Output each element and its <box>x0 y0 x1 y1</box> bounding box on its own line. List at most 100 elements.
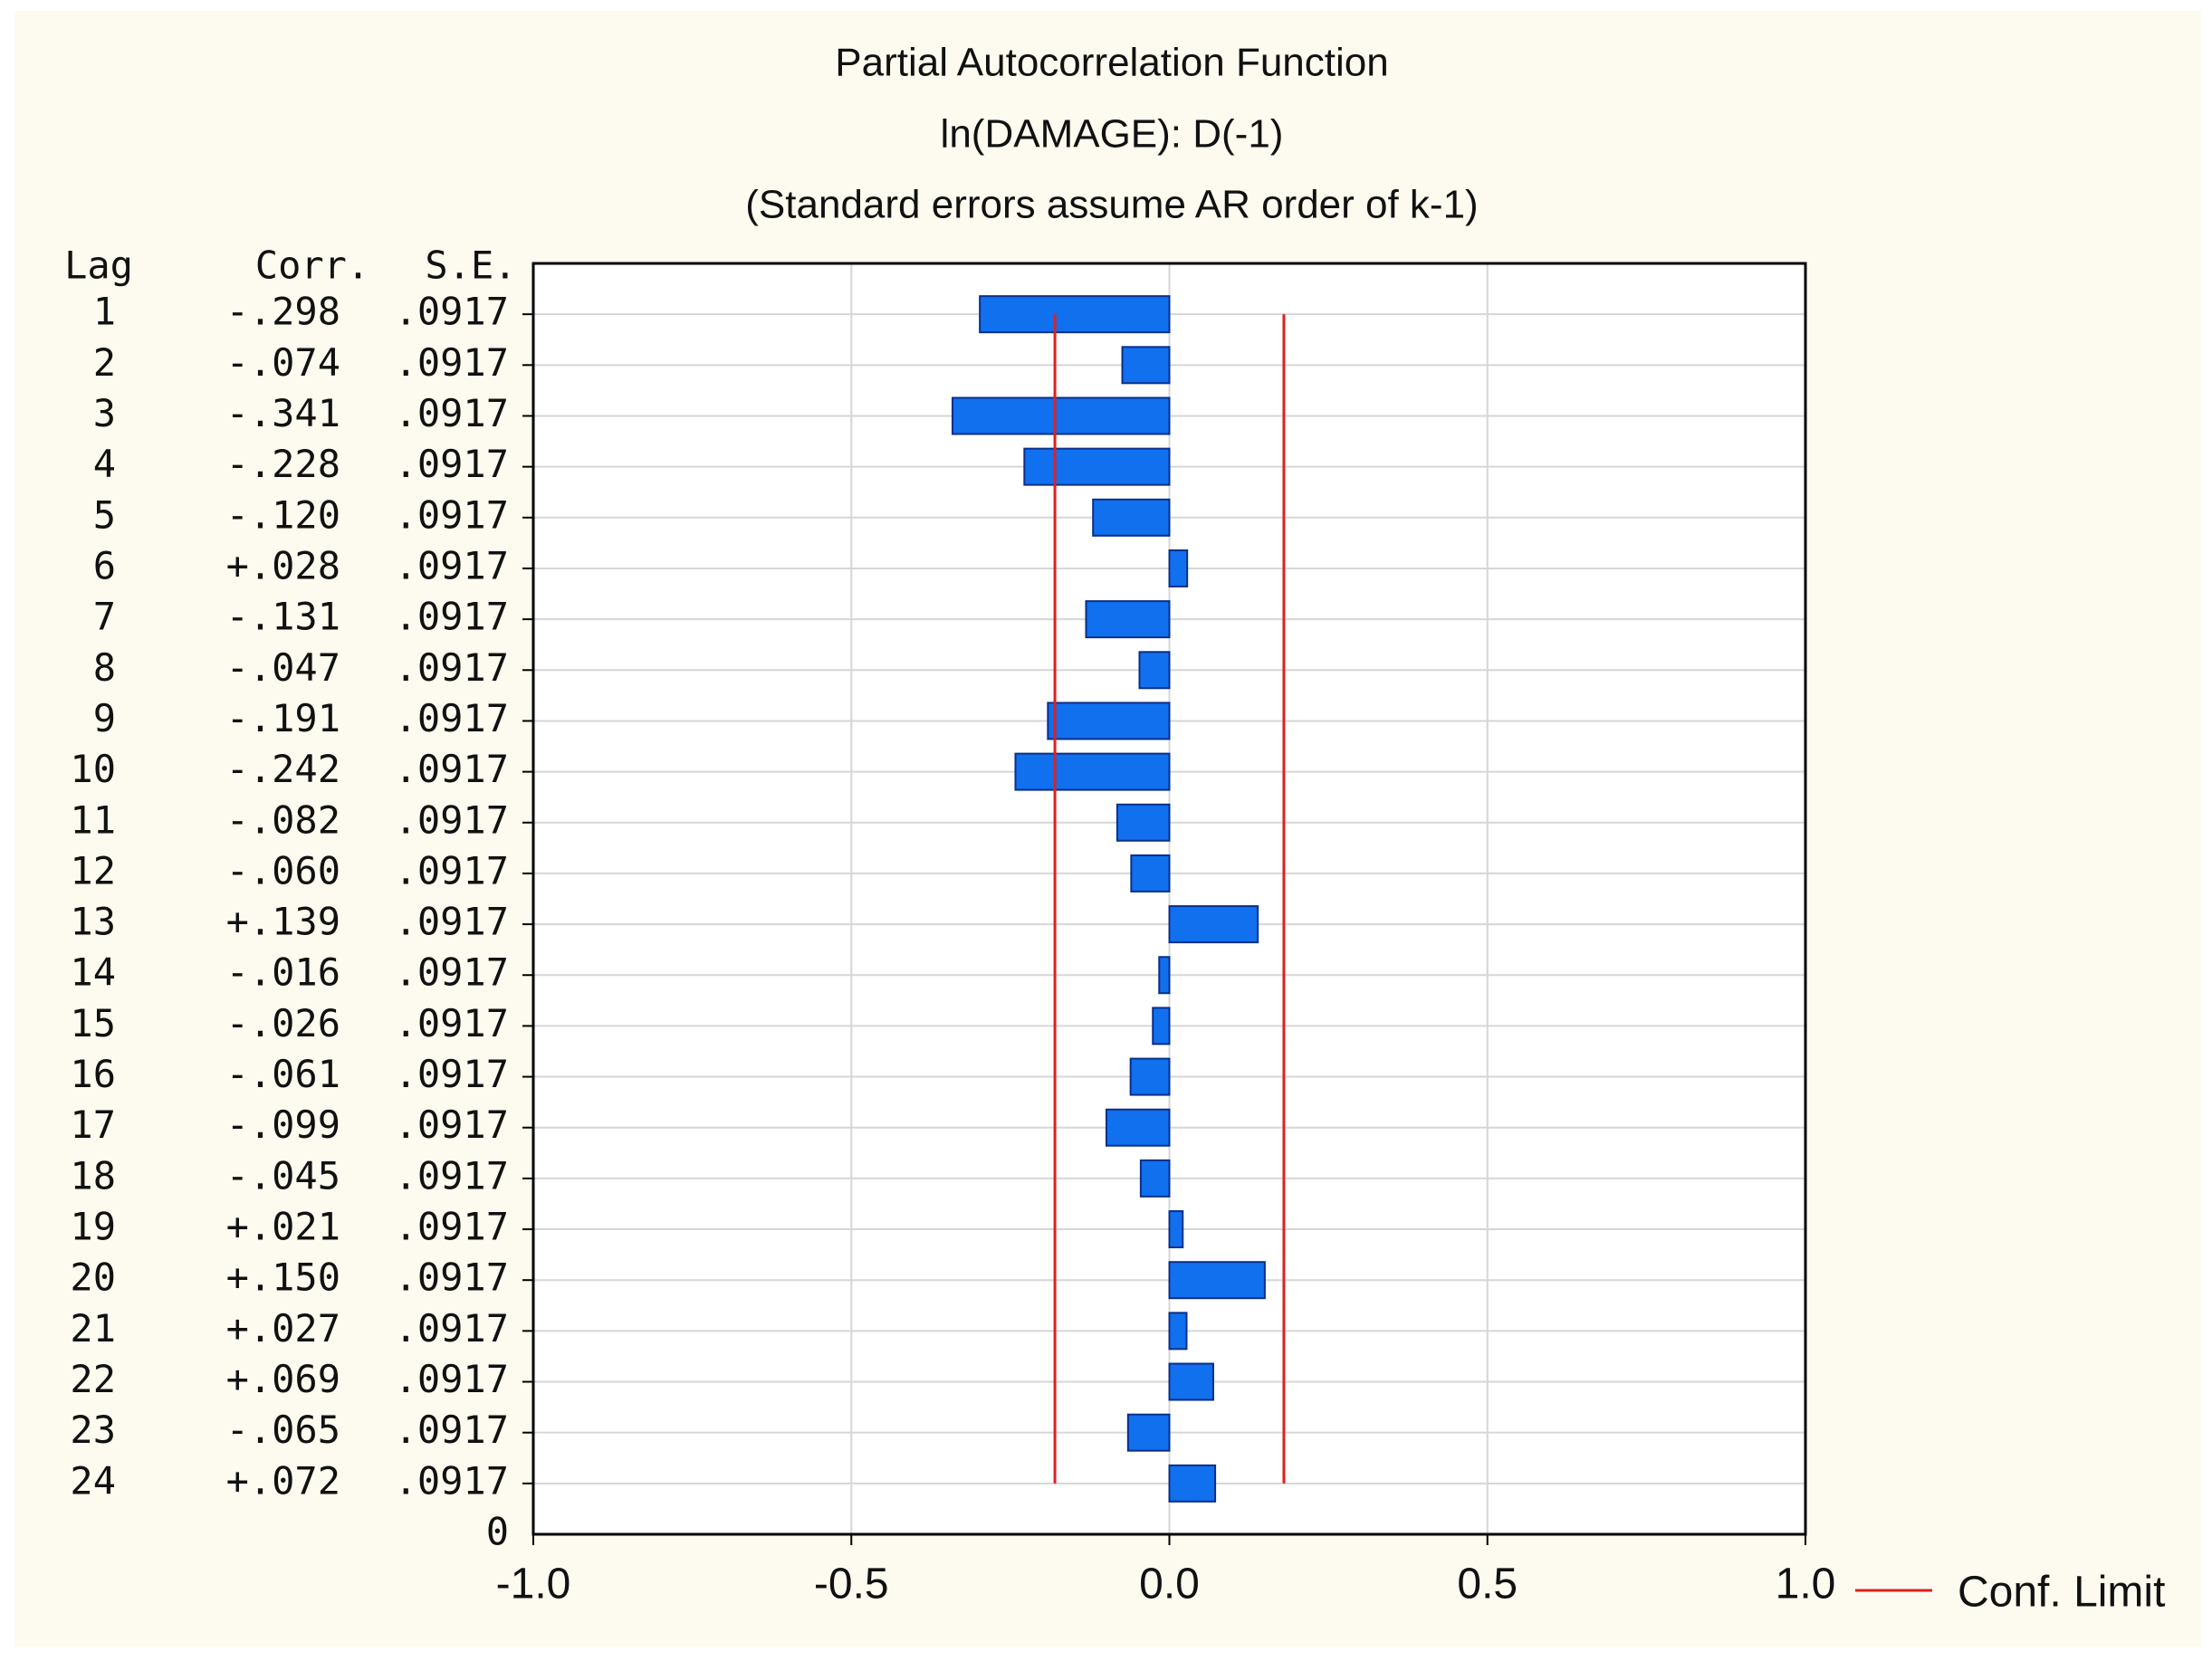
se-label: .0917 <box>395 696 509 740</box>
bar <box>1105 1108 1171 1147</box>
corr-label: -.082 <box>226 797 340 842</box>
lag-label: 23 <box>70 1408 116 1452</box>
bar <box>1085 600 1171 639</box>
bar <box>1168 549 1189 587</box>
corr-label: +.028 <box>226 543 340 587</box>
bar <box>1168 1362 1214 1401</box>
bar <box>979 295 1171 334</box>
corr-label: -.047 <box>226 645 340 690</box>
se-label: .0917 <box>395 1255 509 1300</box>
lag-label: 5 <box>93 492 116 537</box>
se-label: .0917 <box>395 1052 509 1096</box>
bar <box>1129 1057 1171 1096</box>
se-label: .0917 <box>395 747 509 791</box>
lag-label: 24 <box>70 1458 116 1503</box>
legend-label: Conf. Limit <box>1958 1569 2165 1617</box>
lag-label: 21 <box>70 1306 116 1351</box>
bar <box>1168 1464 1217 1503</box>
bar <box>1126 1413 1171 1452</box>
corr-label: -.016 <box>226 950 340 995</box>
se-label: .0917 <box>395 950 509 995</box>
lag-label: 9 <box>93 696 116 740</box>
x-tick-label: 0.0 <box>1139 1561 1200 1608</box>
corr-label: -.045 <box>226 1153 340 1198</box>
x-tick-label: -1.0 <box>496 1561 571 1608</box>
lag-label: 11 <box>70 797 116 842</box>
bottom-label: 0 <box>486 1510 509 1554</box>
lag-label: 13 <box>70 900 116 944</box>
lag-label: 15 <box>70 1001 116 1045</box>
se-label: .0917 <box>395 645 509 690</box>
lag-label: 19 <box>70 1205 116 1249</box>
lag-label: 8 <box>93 645 116 690</box>
bar <box>951 396 1171 435</box>
se-label: .0917 <box>395 1001 509 1045</box>
lag-label: 16 <box>70 1052 116 1096</box>
corr-label: -.061 <box>226 1052 340 1096</box>
lag-label: 12 <box>70 848 116 893</box>
se-label: .0917 <box>395 1357 509 1401</box>
corr-label: -.099 <box>226 1103 340 1147</box>
bar <box>1092 498 1171 537</box>
bar <box>1130 854 1171 893</box>
column-header: Corr. <box>255 243 369 288</box>
corr-label: +.150 <box>226 1255 340 1300</box>
chart-note: (Standard errors assume AR order of k-1) <box>745 183 1478 227</box>
corr-label: -.131 <box>226 595 340 639</box>
se-label: .0917 <box>395 848 509 893</box>
se-label: .0917 <box>395 1306 509 1351</box>
lag-label: 7 <box>93 595 116 639</box>
se-label: .0917 <box>395 900 509 944</box>
bar <box>1168 1210 1184 1249</box>
plot-border <box>531 262 1807 1536</box>
bar <box>1168 1261 1266 1300</box>
lag-label: 14 <box>70 950 116 995</box>
bar <box>1158 956 1171 995</box>
se-label: .0917 <box>395 797 509 842</box>
bar <box>1014 752 1171 791</box>
corr-label: -.228 <box>226 442 340 486</box>
corr-label: -.298 <box>226 290 340 334</box>
corr-label: +.027 <box>226 1306 340 1351</box>
x-tick-label: 1.0 <box>1776 1561 1836 1608</box>
lag-label: 10 <box>70 747 116 791</box>
x-tick-label: 0.5 <box>1457 1561 1518 1608</box>
lag-label: 18 <box>70 1153 116 1198</box>
se-label: .0917 <box>395 492 509 537</box>
corr-label: -.065 <box>226 1408 340 1452</box>
corr-label: -.120 <box>226 492 340 537</box>
corr-label: +.072 <box>226 1458 340 1503</box>
se-label: .0917 <box>395 290 509 334</box>
corr-label: +.069 <box>226 1357 340 1401</box>
bar <box>1116 803 1171 842</box>
lag-label: 17 <box>70 1103 116 1147</box>
column-header: S.E. <box>425 243 516 288</box>
x-tick-label: -0.5 <box>814 1561 889 1608</box>
lag-label: 2 <box>93 340 116 385</box>
chart-subtitle: ln(DAMAGE): D(-1) <box>941 112 1284 157</box>
se-label: .0917 <box>395 1458 509 1503</box>
corr-label: -.341 <box>226 391 340 435</box>
bar <box>1139 1159 1171 1198</box>
se-label: .0917 <box>395 1205 509 1249</box>
lag-label: 3 <box>93 391 116 435</box>
corr-label: -.191 <box>226 696 340 740</box>
bar <box>1168 905 1259 944</box>
se-label: .0917 <box>395 1408 509 1452</box>
corr-label: -.074 <box>226 340 340 385</box>
lag-label: 22 <box>70 1357 116 1401</box>
chart-title: Partial Autocorrelation Function <box>835 41 1388 85</box>
column-header: Lag <box>64 243 133 288</box>
se-label: .0917 <box>395 391 509 435</box>
bar <box>1121 346 1171 385</box>
bar <box>1023 447 1171 486</box>
corr-label: -.060 <box>226 848 340 893</box>
bar <box>1152 1007 1171 1045</box>
corr-label: -.242 <box>226 747 340 791</box>
lag-label: 6 <box>93 543 116 587</box>
se-label: .0917 <box>395 1153 509 1198</box>
bar <box>1138 651 1171 690</box>
corr-label: +.021 <box>226 1205 340 1249</box>
lag-label: 1 <box>93 290 116 334</box>
